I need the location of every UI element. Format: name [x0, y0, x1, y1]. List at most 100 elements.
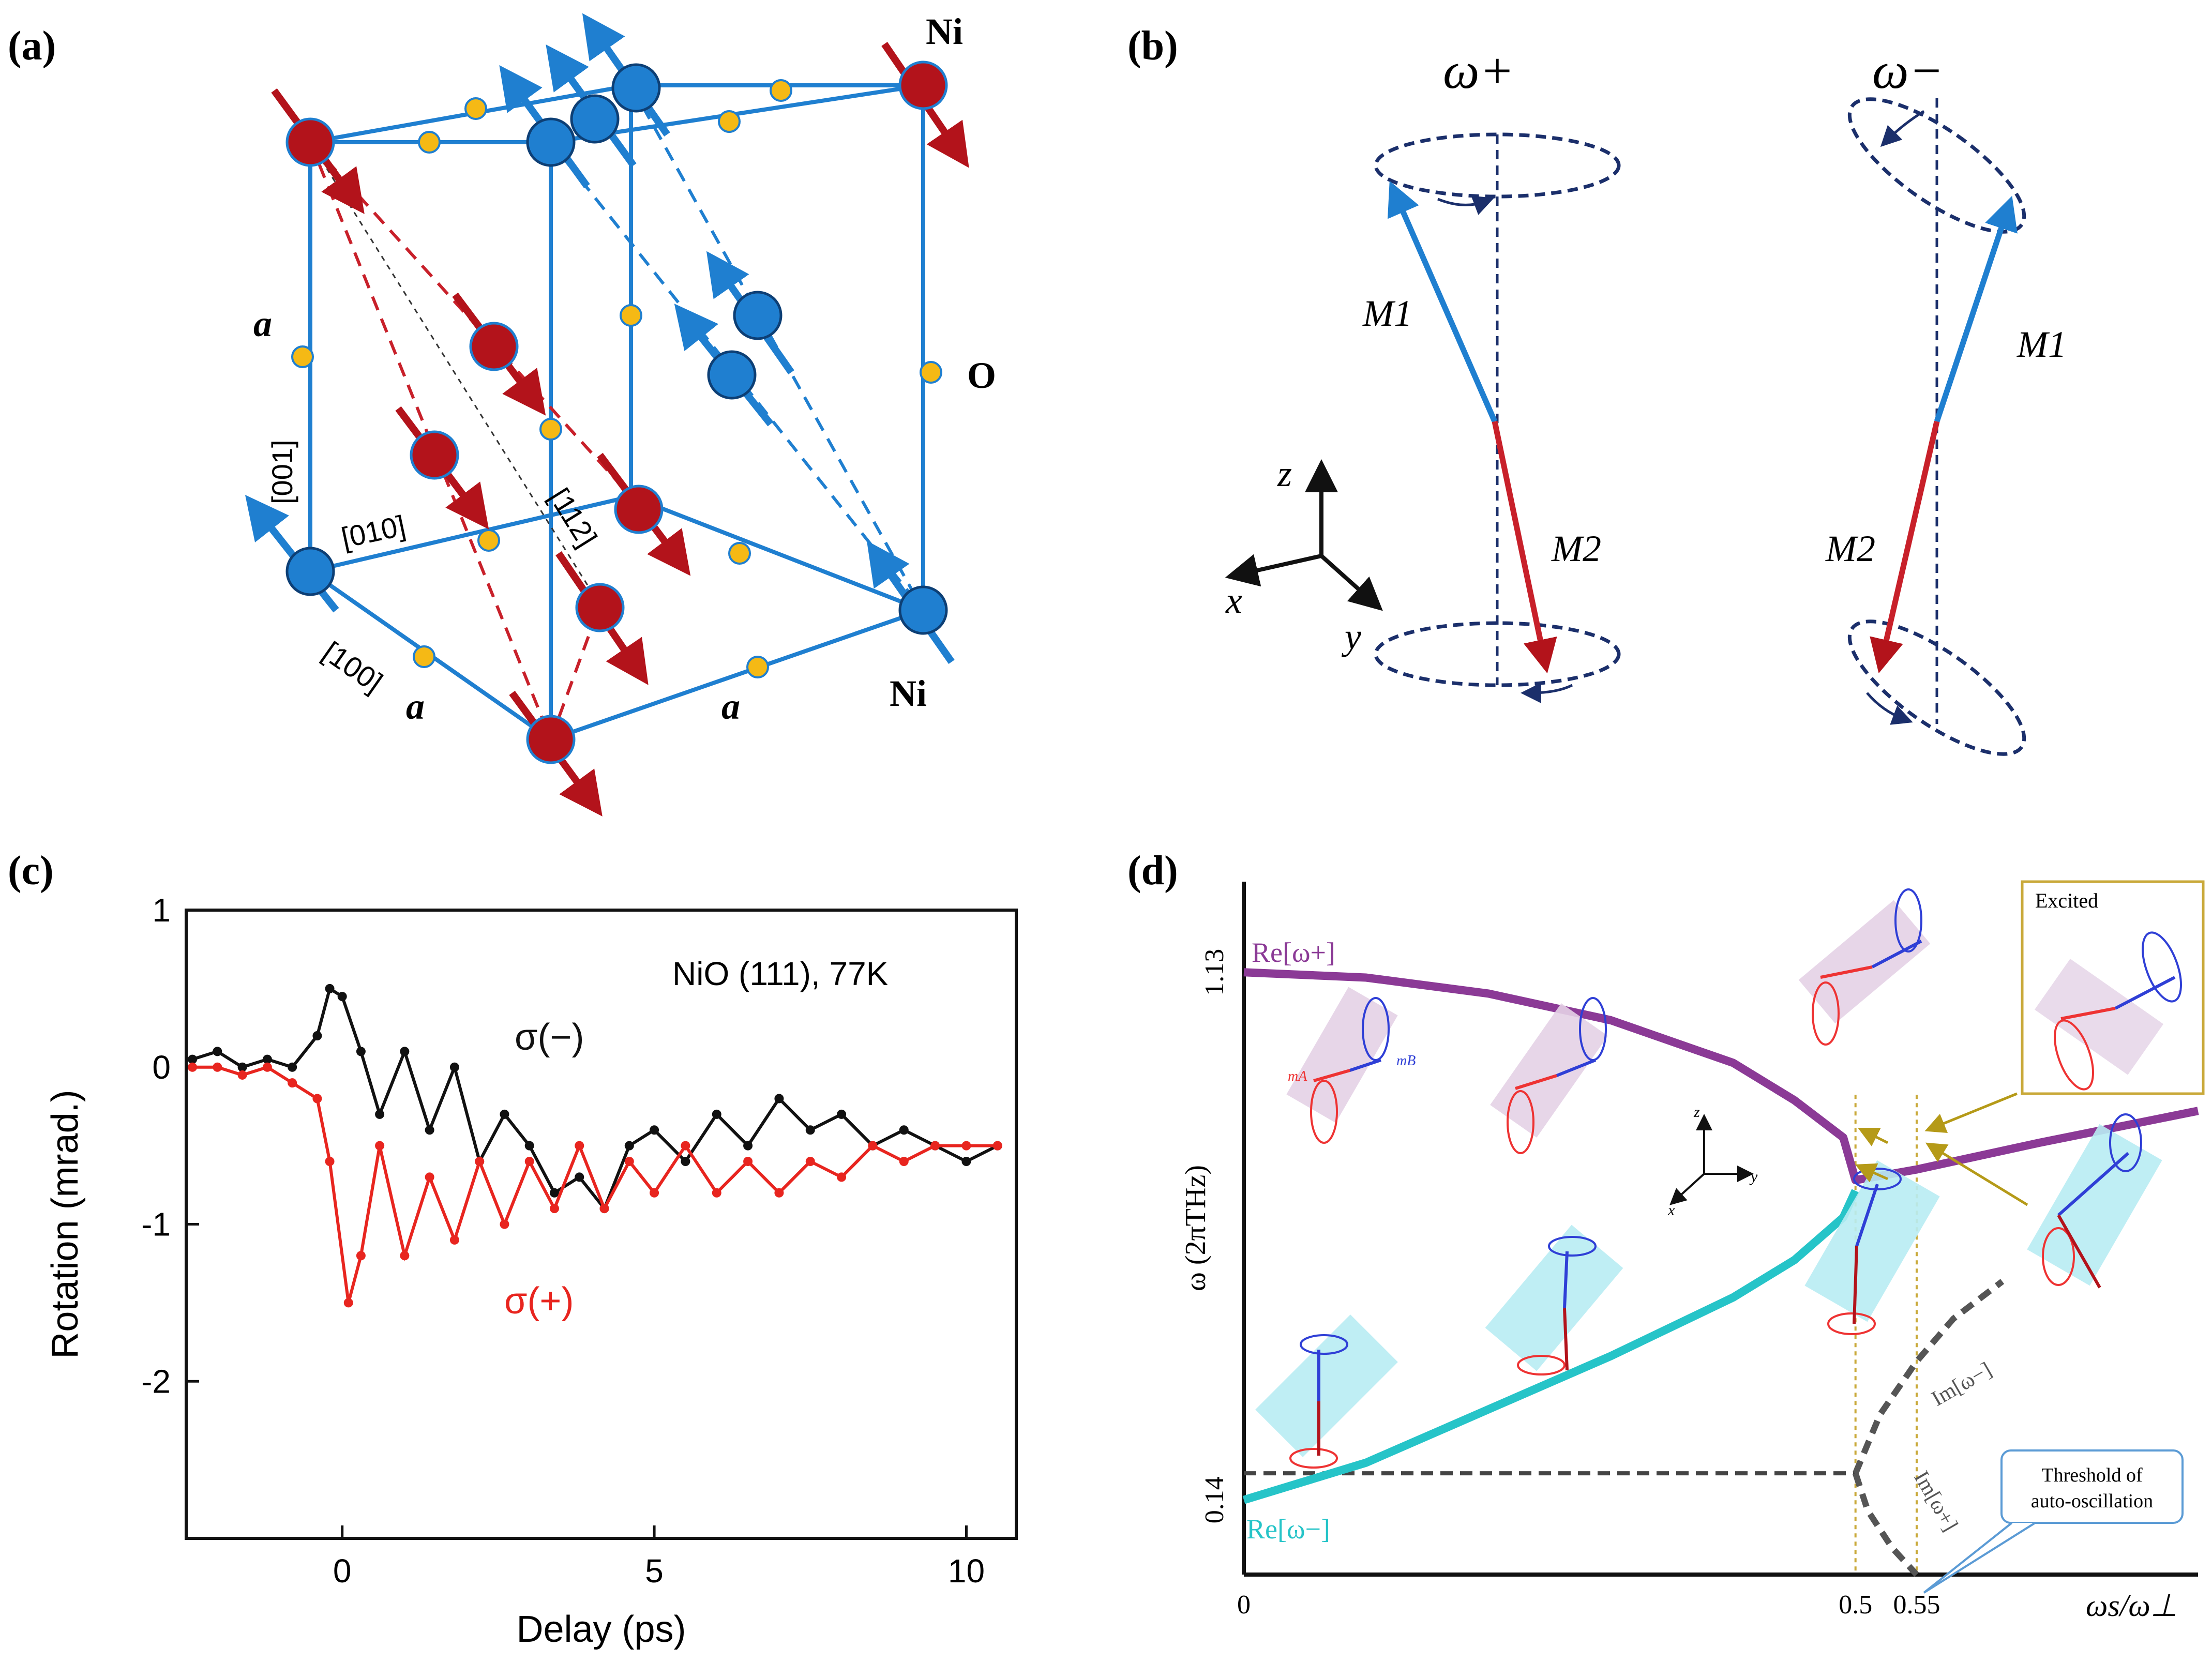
inset-cyan [1485, 1224, 1623, 1375]
data-point [237, 1062, 247, 1072]
x-tick-label: 10 [948, 1552, 985, 1590]
ni-blue-atom [733, 291, 783, 340]
data-point [312, 1031, 322, 1040]
precession-cone-bottom [1847, 619, 2026, 756]
inset-cyan [2027, 1113, 2162, 1289]
y-tick-label: -2 [141, 1363, 171, 1400]
data-point [961, 1157, 971, 1166]
data-point [325, 984, 335, 993]
series-sigma-minus [188, 984, 1002, 1214]
m2-vector [1492, 420, 1557, 674]
ni-red-atom [285, 117, 335, 167]
m1-label-left: M1 [1362, 293, 1412, 334]
gold-pointers [1855, 1092, 2028, 1206]
threshold-line2: auto-oscillation [2031, 1490, 2153, 1512]
curve-im− [1853, 1279, 2005, 1475]
rotation-arrow [1880, 110, 1925, 147]
panel-d: (d) 0 0.5 0.55 0.14 1.13 ωs/ω⊥ ω (2πTHz) Re[ω+… [1127, 848, 2205, 1623]
ni-red-atom [410, 430, 459, 480]
ni-atoms-blue [245, 13, 955, 664]
y-tick-label: 1 [152, 891, 171, 929]
ni-blue-atom [898, 585, 948, 635]
panel-c-label: (c) [8, 848, 54, 894]
axes-triad-d [1669, 1114, 1754, 1205]
precession-cone-bottom [1374, 621, 1621, 687]
panel-b: (b) ω+ ω− M1 M2 M1 M2 [1127, 23, 2067, 756]
data-point [213, 1062, 222, 1072]
curve-re+ [1243, 968, 2199, 1185]
dir-010-label: [010] [338, 509, 408, 554]
m2-vector [1870, 420, 1940, 674]
series-d [1242, 968, 2199, 1577]
plot-frame-c [185, 909, 1018, 1540]
m1-vector [1934, 195, 2018, 422]
ni-label-bottom: Ni [890, 673, 927, 714]
data-point [262, 1054, 272, 1064]
data-point [743, 1157, 753, 1166]
panel-b-label: (b) [1127, 23, 1178, 69]
data-point [681, 1157, 690, 1166]
spin-insets: mB mA [1255, 888, 2162, 1469]
data-point [288, 1062, 297, 1072]
data-point [312, 1094, 322, 1103]
rotation-arrow [1437, 195, 1494, 215]
y-tick-label: 1.13 [1200, 949, 1229, 996]
data-point [992, 1141, 1002, 1151]
axis-d: 0 0.5 0.55 0.14 1.13 ωs/ω⊥ ω (2πTHz) [1180, 882, 2198, 1623]
data-point [337, 992, 347, 1002]
dir-001-label: [001] [266, 440, 298, 504]
ni-label-top: Ni [926, 11, 963, 52]
data-point [575, 1172, 584, 1182]
ni-blue-atom [526, 117, 576, 167]
data-point [188, 1062, 198, 1072]
rotation-arrow [1866, 692, 1913, 725]
y-tick-label: 0 [152, 1049, 171, 1086]
data-point [356, 1251, 366, 1261]
data-point [712, 1188, 721, 1198]
data-point [375, 1141, 385, 1151]
precession-cone-top [1847, 97, 2026, 234]
y-tick-label: 0.14 [1200, 1476, 1229, 1523]
data-point [549, 1204, 559, 1214]
mB-label: mB [1396, 1053, 1416, 1069]
curve-re− [1242, 1189, 1859, 1504]
data-point [425, 1125, 434, 1135]
data-point [449, 1235, 459, 1245]
im-minus-label: Im[ω−] [1928, 1358, 1996, 1411]
data-point [805, 1157, 815, 1166]
data-point [868, 1141, 878, 1151]
data-point [425, 1172, 434, 1182]
data-point [500, 1219, 509, 1229]
data-point [681, 1141, 690, 1151]
re-plus-label: Re[ω+] [1252, 937, 1335, 968]
data-point [624, 1157, 634, 1166]
ni-red-atom [469, 322, 519, 371]
series-line [192, 1065, 998, 1304]
axis-y-label: y [1341, 616, 1361, 657]
data-point [575, 1141, 584, 1151]
data-point [288, 1078, 297, 1088]
data-point [624, 1141, 634, 1151]
ni-red-atom [575, 583, 625, 632]
excited-label: Excited [2035, 889, 2098, 912]
o-label: O [967, 355, 996, 396]
ni-red-atom [526, 715, 576, 764]
series-sigma-plus [188, 1062, 1002, 1308]
x-tick-label: 0.5 [1839, 1590, 1872, 1620]
dir-100-label: [100] [317, 635, 388, 699]
x-tick-label: 0.55 [1893, 1590, 1940, 1620]
sigma-minus-label: σ(−) [515, 1017, 584, 1058]
data-point [262, 1062, 272, 1072]
data-point [475, 1157, 485, 1166]
data-point [356, 1047, 366, 1056]
axis-z-label-d: z [1693, 1103, 1700, 1121]
axis-x-label-d: x [1667, 1202, 1675, 1219]
axis-x-label: x [1225, 580, 1242, 621]
data-point [400, 1047, 410, 1056]
data-point [237, 1070, 247, 1080]
re-minus-label: Re[ω−] [1246, 1514, 1330, 1545]
inset-cyan [1804, 1160, 1940, 1335]
